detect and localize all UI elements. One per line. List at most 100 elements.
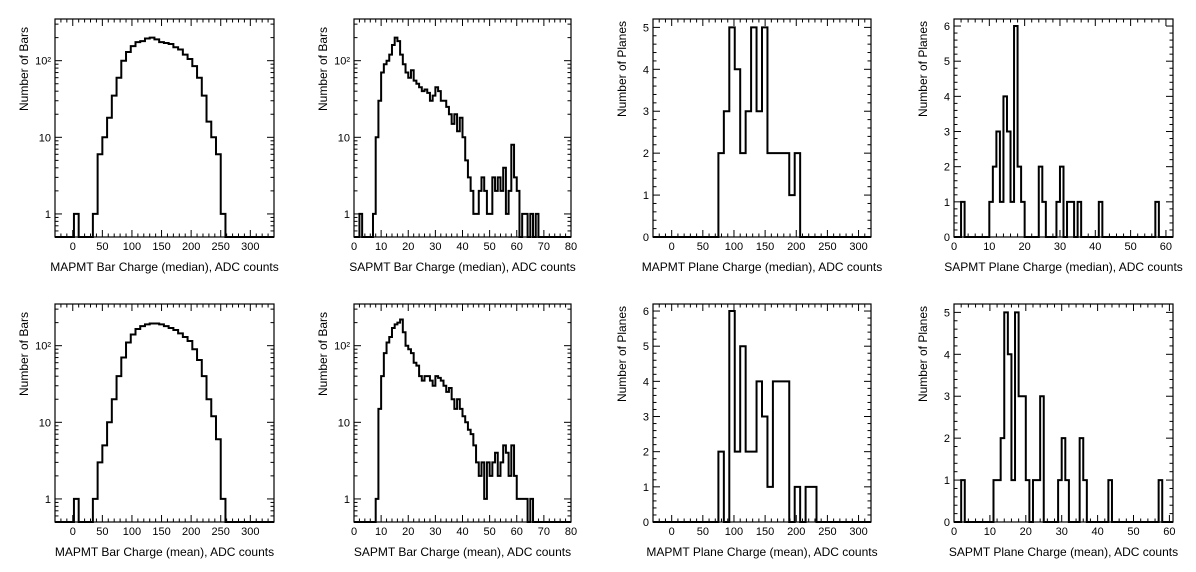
y-tick-label: 10 [338,417,350,429]
x-axis-label: MAPMT Plane Charge (median), ADC counts [642,260,883,274]
x-tick-label: 200 [182,526,200,538]
panel-mapmt-plane-mean: 0 50 100 150 200 250 300 0 1 2 3 4 5 6 MAPMT Plane Cha… [615,303,878,559]
x-tick-label: 20 [1019,241,1031,253]
y-tick-label: 0 [944,232,950,244]
x-axis-label: SAPMT Bar Charge (median), ADC counts [349,260,576,274]
y-axis-label: Number of Bars [17,312,31,396]
x-tick-label: 300 [241,241,259,253]
x-tick-label: 0 [951,526,957,538]
y-tick-label: 10² [35,341,51,353]
y-tick-label: 10 [39,417,51,429]
y-axis-label: Number of Bars [316,27,330,111]
y-tick-label: 3 [643,106,649,118]
y-tick-label: 2 [944,433,950,445]
x-tick-label: 20 [1020,526,1032,538]
x-tick-label: 0 [70,526,76,538]
x-tick-label: 50 [1124,241,1136,253]
x-tick-label: 150 [756,241,774,253]
x-tick-label: 100 [123,241,141,253]
x-tick-label: 40 [1091,526,1103,538]
y-axis-label: Number of Planes [916,306,930,402]
y-tick-label: 3 [944,127,950,139]
y-tick-label: 5 [944,56,950,68]
y-tick-label: 0 [643,232,649,244]
y-tick-label: 1 [344,209,350,221]
x-tick-label: 0 [669,241,675,253]
y-tick-label: 4 [643,376,649,388]
y-tick-label: 6 [944,21,950,33]
y-axis-label: Number of Planes [615,21,629,117]
x-tick-label: 150 [756,526,774,538]
panel-sapmt-bar-median: 0 10 20 30 40 50 60 70 80 1 10 10² SAPMT Bar Charge … [316,18,577,274]
y-tick-label: 0 [944,517,950,529]
x-tick-label: 300 [849,526,867,538]
y-tick-label: 1 [944,197,950,209]
y-tick-label: 10 [39,132,51,144]
x-axis-label: MAPMT Bar Charge (median), ADC counts [50,260,279,274]
x-tick-label: 10 [375,241,387,253]
x-tick-label: 60 [1163,526,1175,538]
x-axis-label: SAPMT Plane Charge (median), ADC counts [944,260,1183,274]
axes-frame [54,303,275,523]
x-tick-label: 70 [538,241,550,253]
y-tick-label: 3 [944,391,950,403]
y-tick-label: 1 [643,482,649,494]
y-tick-label: 1 [643,190,649,202]
y-tick-label: 5 [643,22,649,34]
x-tick-label: 30 [429,241,441,253]
x-tick-label: 60 [511,241,523,253]
x-tick-label: 50 [484,241,496,253]
x-tick-label: 50 [96,526,108,538]
y-axis-label: Number of Planes [916,21,930,117]
histogram-series [354,318,571,523]
y-tick-label: 2 [643,148,649,160]
y-tick-label: 1 [45,209,51,221]
y-tick-label: 4 [944,91,950,103]
x-tick-label: 50 [697,241,709,253]
x-axis-label: SAPMT Bar Charge (mean), ADC counts [354,545,571,559]
x-tick-label: 250 [212,241,230,253]
x-tick-label: 10 [983,241,995,253]
x-tick-label: 30 [1056,526,1068,538]
x-tick-label: 10 [375,526,387,538]
x-tick-label: 20 [402,526,414,538]
x-tick-label: 200 [787,526,805,538]
x-tick-label: 0 [951,241,957,253]
x-tick-label: 30 [1054,241,1066,253]
x-tick-label: 40 [456,526,468,538]
x-tick-label: 300 [241,526,259,538]
x-tick-label: 50 [1127,526,1139,538]
y-tick-label: 10² [334,56,350,68]
axes-frame [953,303,1174,523]
x-tick-label: 10 [984,526,996,538]
x-tick-label: 0 [70,241,76,253]
x-tick-label: 40 [456,241,468,253]
axes-frame [652,303,872,523]
y-tick-label: 2 [643,447,649,459]
x-tick-label: 250 [212,526,230,538]
x-axis-label: MAPMT Bar Charge (mean), ADC counts [55,545,274,559]
x-tick-label: 40 [1089,241,1101,253]
y-tick-label: 6 [643,306,649,318]
panel-mapmt-bar-median: 0 50 100 150 200 250 300 1 10 10² MAPMT Bar Charge… [17,18,279,274]
panel-mapmt-bar-mean: 0 50 100 150 200 250 300 1 10 10² MAPMT Bar Charge… [17,303,275,559]
y-tick-label: 2 [944,162,950,174]
x-tick-label: 50 [96,241,108,253]
x-tick-label: 80 [565,241,577,253]
x-tick-label: 70 [538,526,550,538]
y-tick-label: 0 [643,517,649,529]
x-tick-label: 150 [152,526,170,538]
x-tick-label: 150 [152,241,170,253]
x-tick-label: 0 [351,241,357,253]
histogram-series [55,36,274,238]
x-tick-label: 0 [351,526,357,538]
x-axis-label: SAPMT Plane Charge (mean), ADC counts [949,545,1178,559]
y-tick-label: 4 [944,349,950,361]
x-tick-label: 100 [725,241,743,253]
x-tick-label: 30 [429,526,441,538]
y-tick-label: 1 [344,494,350,506]
y-tick-label: 1 [45,494,51,506]
x-tick-label: 100 [123,526,141,538]
y-tick-label: 10 [338,132,350,144]
